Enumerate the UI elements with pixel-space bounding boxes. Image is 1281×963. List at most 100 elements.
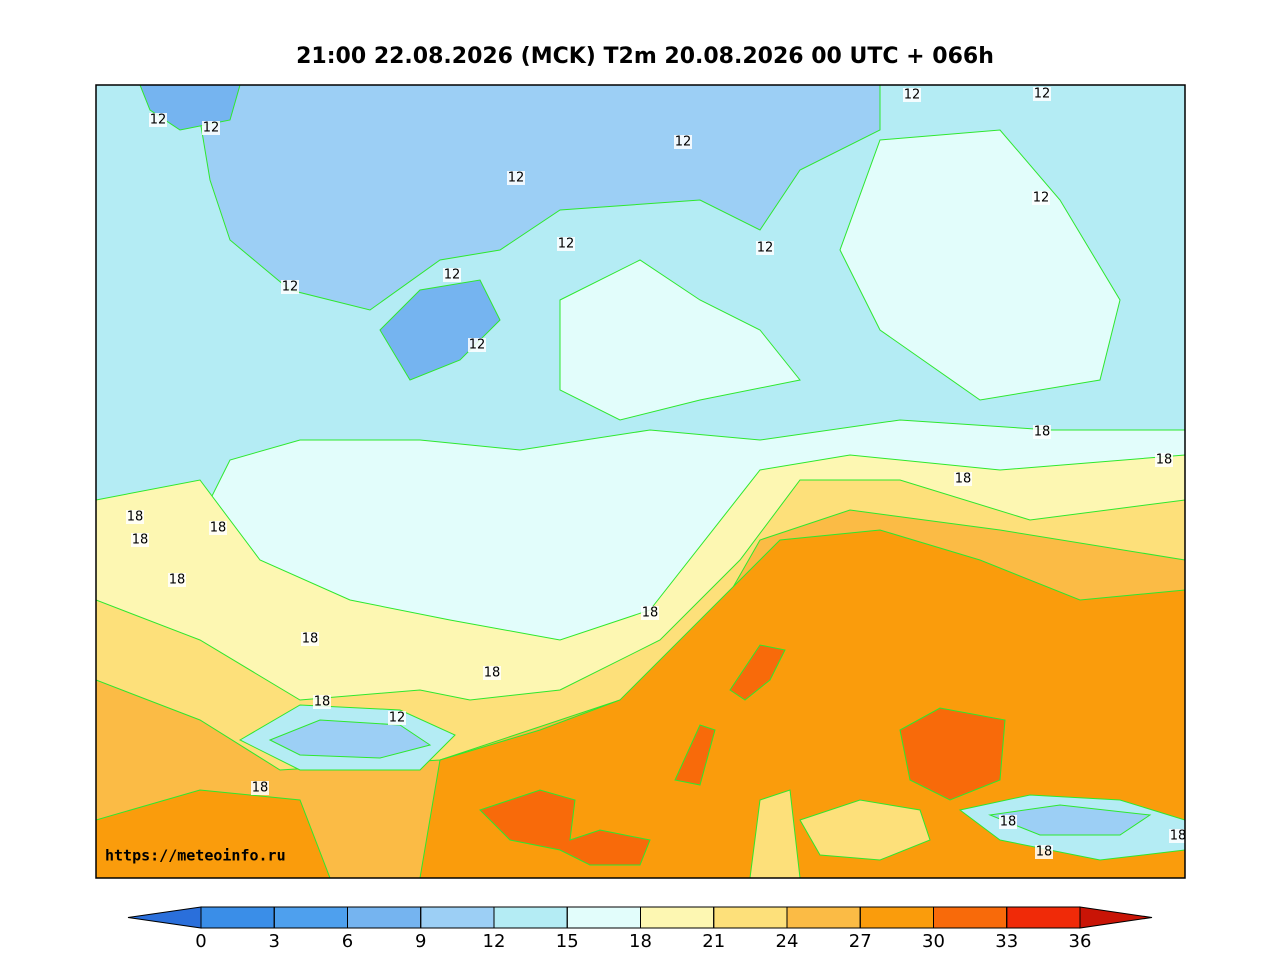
contour-label: 12 [558,237,575,252]
temperature-area [379,279,501,381]
contour-label-bg [131,533,149,547]
contour-label: 12 [1033,191,1050,206]
colorbar-tick-label: 18 [629,931,652,952]
colorbar-tick-label: 33 [995,931,1018,952]
colorbar-segment [640,906,715,929]
colorbar-segment [200,906,275,929]
contour-label-bg [1155,453,1173,467]
title: 21:00 22.08.2026 (MCK) T2m 20.08.2026 00… [296,44,994,69]
contour-label: 12 [1034,87,1051,102]
colorbar: 0 3 6 9 12 15 18 21 24 27 30 33 36 [127,906,1153,952]
colorbar-tick-label: 24 [776,931,799,952]
temperature-area [96,789,331,878]
contour-label-bg [674,135,692,149]
contour-label: 18 [127,510,144,525]
contour-label-bg [301,632,319,646]
contour-label: 18 [1170,829,1187,844]
map-frame [95,84,1186,879]
contour-label-bg [443,268,461,282]
contour-label: 18 [1000,815,1017,830]
colorbar-segment [273,906,348,929]
colorbar-segment [786,906,861,929]
colorbar-tick-label: 36 [1069,931,1092,952]
contour-label-bg [149,113,167,127]
colorbar-tick-label: 27 [849,931,872,952]
source-url: https://meteoinfo.ru [105,847,286,865]
contour-label-bg [1032,191,1050,205]
temperature-area [799,799,931,861]
contour-label: 18 [1034,425,1051,440]
contour-label-bg [202,121,220,135]
contour-label: 12 [203,121,220,136]
colorbar-segment [859,906,934,929]
colorbar-segment [1006,906,1081,929]
contour-label-bg [1035,845,1053,859]
contour-label: 18 [169,573,186,588]
colorbar-segment [713,906,788,929]
colorbar-tick-label: 30 [922,931,945,952]
contour-label-bg [388,711,406,725]
contour-label: 18 [955,472,972,487]
contour-label: 18 [1156,453,1173,468]
colorbar-tick-label: 21 [702,931,725,952]
temperature-area [729,644,786,701]
colorbar-segment [420,906,495,929]
contour-label-bg [281,280,299,294]
temperature-area [749,789,801,878]
contour-label: 18 [642,606,659,621]
contour-label: 18 [210,521,227,536]
colorbar-segment [566,906,641,929]
colorbar-tick-label: 6 [342,931,353,952]
temperature-area [479,789,651,866]
map: 12 12 12 12 12 12 12 12 12 12 12 12 12 18 18 18 18 18 18 18… [96,85,1187,878]
contour-label-bg [1033,425,1051,439]
temperature-area [674,724,716,786]
colorbar-tick-label: 0 [195,931,206,952]
colorbar-extend-high [1079,906,1153,929]
contour-label-bg [903,88,921,102]
contour-label: 18 [1036,845,1053,860]
contour-label-bg [641,606,659,620]
contour-label-bg [1169,829,1185,843]
temperature-area [559,259,801,421]
contour-label-bg [507,171,525,185]
contour-label: 18 [484,666,501,681]
colorbar-extend-low [127,906,202,929]
contour-label: 12 [444,268,461,283]
colorbar-segment [933,906,1008,929]
contour-label: 12 [389,711,406,726]
contour-label-bg [557,237,575,251]
contour-label: 18 [314,695,331,710]
contour-label-bg [999,815,1017,829]
contour-label-bg [483,666,501,680]
contour-label: 12 [469,338,486,353]
contour-label-bg [313,695,331,709]
contour-label-bg [168,573,186,587]
contour-label: 18 [132,533,149,548]
contour-label: 12 [757,241,774,256]
contour-label-bg [468,338,486,352]
colorbar-tick-label: 15 [556,931,579,952]
colorbar-tick-label: 3 [269,931,280,952]
contour-label: 12 [150,113,167,128]
contour-label-bg [251,781,269,795]
contour-label: 18 [302,632,319,647]
temperature-area [419,529,1185,878]
contour-label: 12 [904,88,921,103]
contour-label-bg [126,510,144,524]
contour-label-bg [756,241,774,255]
temperature-area [988,804,1152,836]
contour-label: 12 [675,135,692,150]
contour-label: 12 [508,171,525,186]
colorbar-segment [493,906,568,929]
temperature-area [199,85,881,311]
colorbar-tick-label: 9 [415,931,426,952]
colorbar-segment [347,906,422,929]
contour-label: 18 [252,781,269,796]
colorbar-tick-label: 12 [483,931,506,952]
contour-label-bg [209,521,227,535]
contour-label-bg [1033,87,1051,101]
contour-label: 12 [282,280,299,295]
